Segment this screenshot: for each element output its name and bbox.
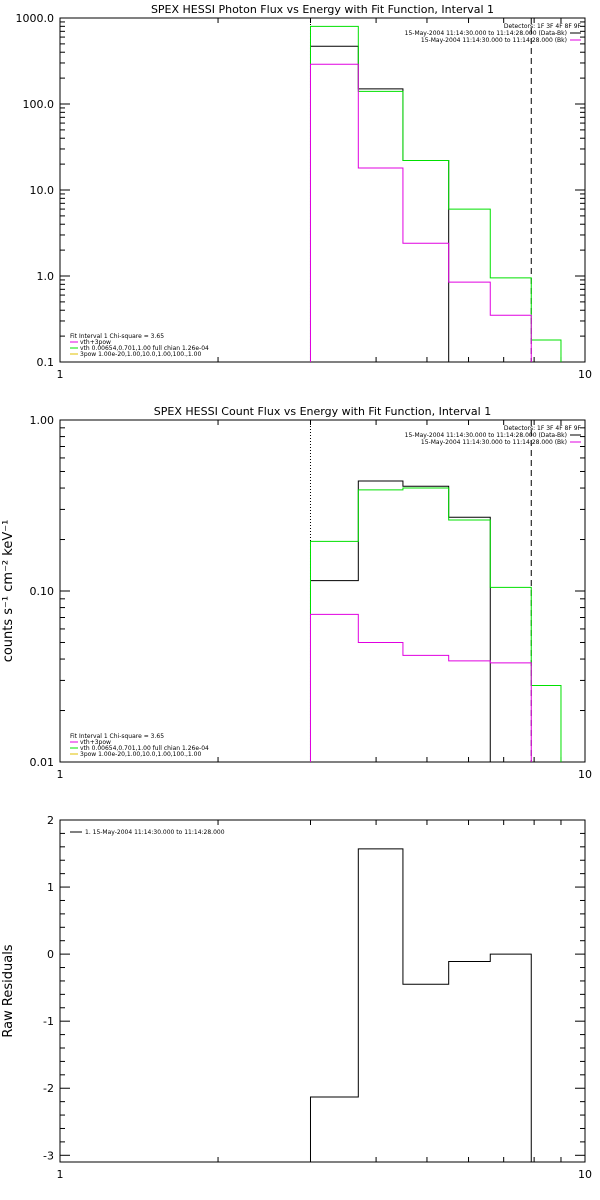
- y-tick-label: -2: [43, 1082, 54, 1095]
- fit-legend-entry: vth 0.00654,0.701,1.00 full chian 1.26e-…: [80, 345, 209, 352]
- series-3-step-line: [309, 63, 532, 362]
- x-tick-label: 10: [578, 768, 592, 781]
- fit-legend-entry: 3pow 1.00e-20,1.00,10.0,1.00,100.,1.00: [80, 751, 201, 758]
- series-1-step-line: [309, 848, 532, 1162]
- legend-entry: 15-May-2004 11:14:30.000 to 11:14:28.000…: [405, 30, 567, 37]
- plot-frame: [59, 17, 586, 363]
- x-tick-label: 1: [57, 368, 64, 381]
- x-tick-label: 1: [57, 768, 64, 781]
- x-tick-label: 10: [578, 368, 592, 381]
- legend-header: Detectors: 1F 3F 4F 8F 9F: [504, 23, 582, 30]
- fit-legend-entry: vth 0.00654,0.701,1.00 full chian 1.26e-…: [80, 745, 209, 752]
- y-tick-label: 1: [47, 881, 54, 894]
- x-tick-label: 10: [578, 1168, 592, 1181]
- legend-entry: 15-May-2004 11:14:30.000 to 11:14:28.000…: [405, 432, 567, 439]
- y-tick-label: 0: [47, 948, 54, 961]
- legend-header: Detectors: 1F 3F 4F 8F 9F: [504, 425, 582, 432]
- y-tick-label: 100.0: [23, 98, 55, 111]
- series-1-step-line: [309, 45, 450, 362]
- y-tick-label: 10.0: [30, 184, 55, 197]
- series-2-step-line: [309, 25, 562, 362]
- legend-entry: 1. 15-May-2004 11:14:30.000 to 11:14:28.…: [85, 829, 225, 836]
- y-tick-label: 0.1: [37, 356, 55, 369]
- y-tick-label: -1: [43, 1015, 54, 1028]
- plot-frame: [59, 419, 586, 763]
- fit-legend-header: Fit Interval 1 Chi-square = 3.65: [70, 333, 164, 340]
- series-3-step-line: [309, 613, 532, 762]
- plot-frame: [59, 819, 586, 1163]
- y-tick-label: 1.00: [30, 414, 55, 427]
- series-2-step-line: [309, 487, 562, 762]
- y-axis-label: Raw Residuals: [1, 944, 16, 1037]
- panel-title: SPEX HESSI Photon Flux vs Energy with Fi…: [151, 3, 494, 16]
- panel-1: SPEX HESSI Photon Flux vs Energy with Fi…: [16, 3, 593, 381]
- y-tick-label: 1000.0: [16, 12, 55, 25]
- y-tick-label: -3: [43, 1149, 54, 1162]
- y-axis-label: counts s⁻¹ cm⁻² keV⁻¹: [1, 520, 16, 663]
- y-tick-label: 0.10: [30, 585, 55, 598]
- legend-entry: 15-May-2004 11:14:30.000 to 11:14:28.000…: [421, 439, 567, 446]
- y-tick-label: 1.0: [37, 270, 55, 283]
- fit-legend-header: Fit Interval 1 Chi-square = 3.65: [70, 733, 164, 740]
- panel-title: SPEX HESSI Count Flux vs Energy with Fit…: [154, 405, 491, 418]
- panel-2: SPEX HESSI Count Flux vs Energy with Fit…: [1, 405, 592, 781]
- y-tick-label: 2: [47, 814, 54, 827]
- fit-legend-entry: vth+3pow: [80, 339, 111, 346]
- fit-legend-entry: vth+3pow: [80, 739, 111, 746]
- y-tick-label: 0.01: [30, 756, 55, 769]
- x-tick-label: 1: [57, 1168, 64, 1181]
- legend-entry: 15-May-2004 11:14:30.000 to 11:14:28.000…: [421, 37, 567, 44]
- fit-legend-entry: 3pow 1.00e-20,1.00,10.0,1.00,100.,1.00: [80, 351, 201, 358]
- series-1-step-line: [309, 480, 491, 762]
